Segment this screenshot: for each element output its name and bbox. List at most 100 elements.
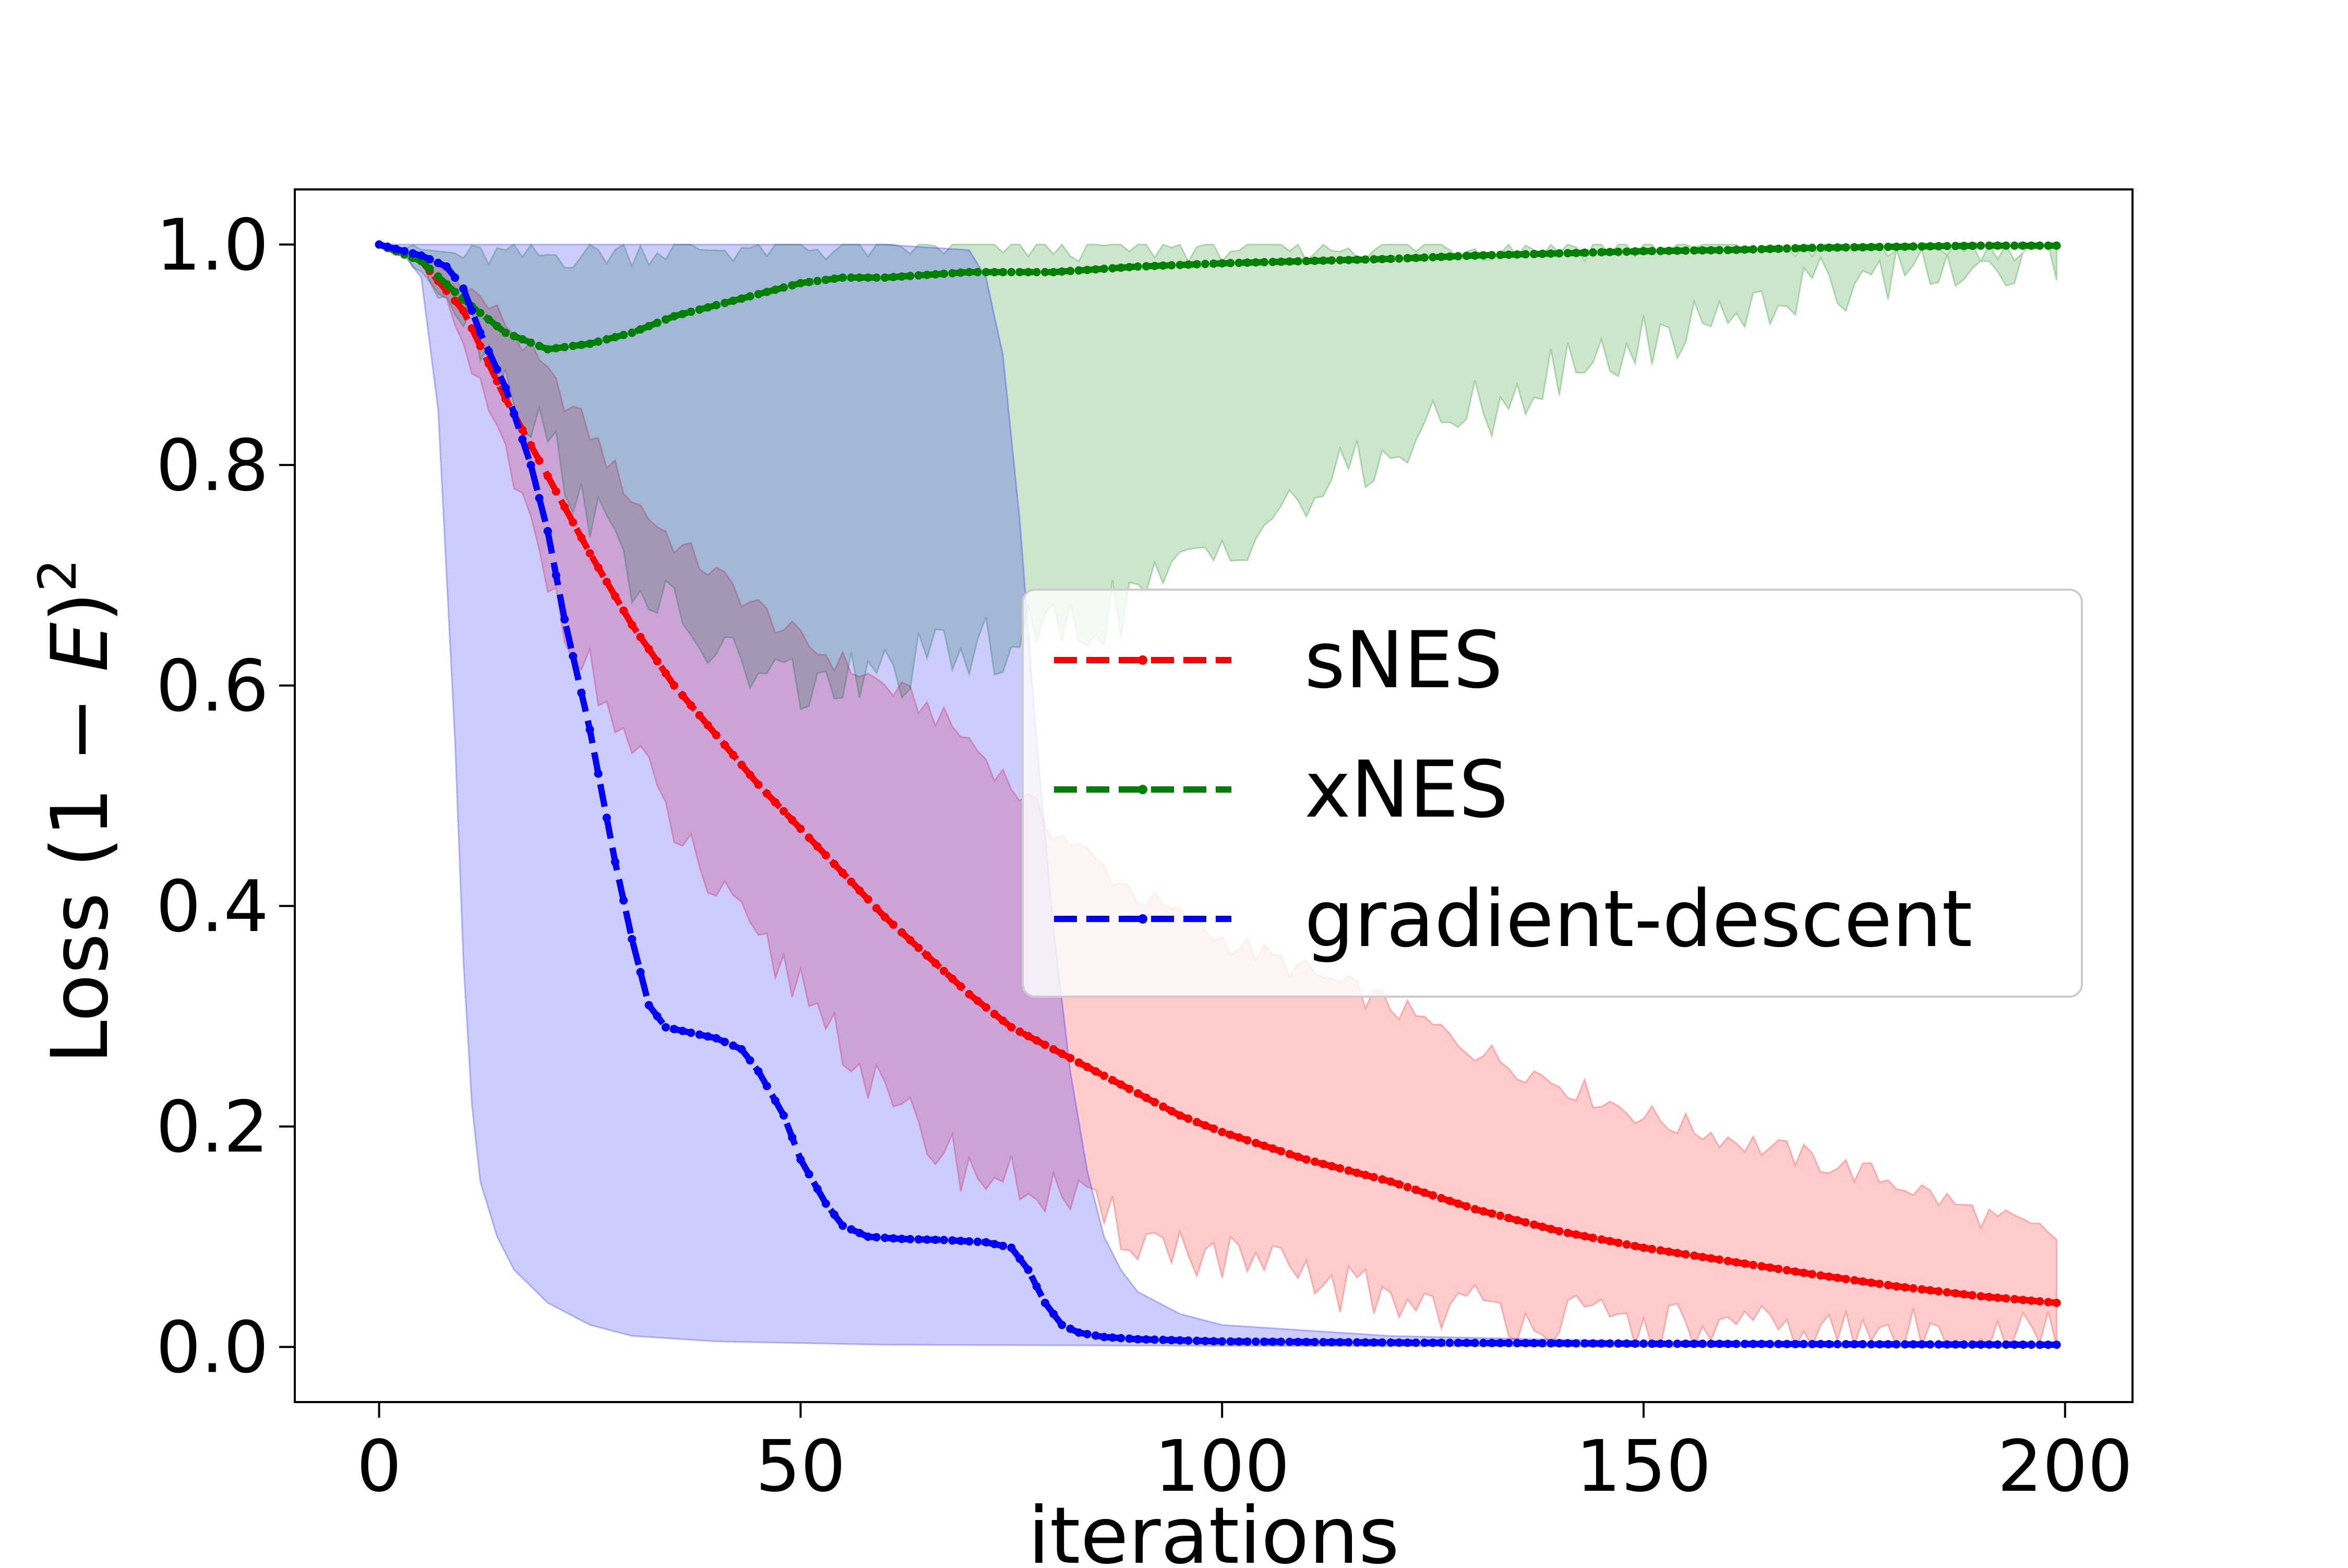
point-xnes	[788, 281, 797, 290]
point-gradient-descent	[644, 1001, 653, 1010]
point-snes	[1841, 1275, 1850, 1284]
point-snes	[1867, 1278, 1876, 1287]
point-xnes	[889, 273, 898, 281]
point-snes	[1049, 1045, 1058, 1054]
point-gradient-descent	[1260, 1337, 1268, 1346]
point-xnes	[1841, 243, 1850, 252]
point-xnes	[1563, 249, 1572, 258]
point-gradient-descent	[712, 1034, 721, 1043]
point-snes	[1083, 1062, 1092, 1071]
point-snes	[1201, 1121, 1209, 1130]
point-xnes	[653, 318, 662, 327]
point-snes	[880, 913, 889, 921]
point-xnes	[805, 278, 813, 286]
point-gradient-descent	[1774, 1339, 1783, 1348]
point-gradient-descent	[1715, 1339, 1724, 1348]
point-gradient-descent	[923, 1235, 931, 1244]
point-xnes	[535, 342, 544, 350]
point-gradient-descent	[434, 258, 442, 267]
point-gradient-descent	[1454, 1338, 1463, 1347]
point-snes	[1529, 1220, 1538, 1229]
point-gradient-descent	[1993, 1340, 2002, 1349]
point-snes	[746, 770, 754, 779]
point-snes	[1766, 1263, 1775, 1272]
point-snes	[1395, 1180, 1404, 1189]
band-snes	[378, 244, 2058, 1349]
point-snes	[940, 966, 948, 975]
point-snes	[476, 342, 485, 350]
point-gradient-descent	[1664, 1339, 1673, 1348]
point-snes	[1032, 1036, 1041, 1045]
point-xnes	[1049, 268, 1058, 277]
point-gradient-descent	[400, 247, 409, 256]
point-snes	[2002, 1294, 2010, 1303]
point-xnes	[1201, 259, 1209, 268]
point-gradient-descent	[383, 242, 392, 251]
point-snes	[2052, 1298, 2061, 1307]
point-xnes	[940, 269, 948, 278]
point-xnes	[1336, 256, 1345, 265]
y-axis: 0.0 0.2 0.4 0.6 0.8 1.0	[156, 205, 295, 1389]
point-snes	[1606, 1237, 1614, 1246]
point-gradient-descent	[703, 1032, 712, 1041]
point-gradient-descent	[1808, 1339, 1817, 1348]
point-gradient-descent	[628, 935, 637, 943]
point-snes	[999, 1016, 1008, 1025]
point-xnes	[2027, 241, 2036, 250]
point-gradient-descent	[510, 409, 519, 418]
point-snes	[1386, 1177, 1395, 1186]
point-xnes	[754, 290, 763, 298]
point-gradient-descent	[1622, 1339, 1631, 1348]
point-xnes	[956, 268, 965, 277]
point-xnes	[1529, 249, 1538, 258]
point-gradient-descent	[830, 1210, 838, 1219]
point-snes	[1749, 1261, 1757, 1270]
point-gradient-descent	[729, 1041, 738, 1050]
point-snes	[1074, 1058, 1083, 1067]
point-xnes	[1867, 243, 1876, 252]
point-xnes	[1732, 245, 1741, 254]
point-snes	[1058, 1049, 1067, 1058]
point-gradient-descent	[1707, 1339, 1716, 1348]
point-snes	[821, 851, 830, 860]
point-gradient-descent	[678, 1026, 687, 1035]
point-gradient-descent	[552, 571, 560, 580]
point-snes	[981, 1003, 990, 1012]
point-gradient-descent	[1091, 1331, 1100, 1340]
point-gradient-descent	[1656, 1339, 1665, 1348]
point-xnes	[780, 283, 788, 292]
point-xnes	[1555, 249, 1564, 258]
point-xnes	[973, 268, 982, 277]
point-gradient-descent	[1142, 1335, 1151, 1344]
point-xnes	[1032, 268, 1041, 277]
point-snes	[1327, 1162, 1336, 1170]
point-xnes	[1875, 243, 1884, 252]
point-xnes	[1707, 246, 1716, 255]
point-gradient-descent	[1074, 1328, 1083, 1337]
point-gradient-descent	[906, 1235, 915, 1243]
point-snes	[721, 740, 729, 749]
point-gradient-descent	[1909, 1340, 1918, 1349]
point-xnes	[569, 342, 578, 350]
point-snes	[1859, 1277, 1867, 1286]
point-snes	[459, 306, 468, 315]
point-gradient-descent	[1698, 1339, 1707, 1348]
point-xnes	[1664, 246, 1673, 255]
point-gradient-descent	[931, 1236, 940, 1244]
point-snes	[965, 990, 974, 999]
point-gradient-descent	[476, 328, 485, 337]
point-xnes	[1656, 246, 1665, 255]
y-tick-label: 0.8	[156, 425, 269, 507]
point-snes	[1496, 1211, 1505, 1220]
point-xnes	[1100, 265, 1108, 273]
point-gradient-descent	[619, 896, 628, 905]
point-gradient-descent	[721, 1037, 729, 1046]
point-xnes	[1142, 262, 1151, 271]
point-snes	[712, 731, 721, 739]
point-gradient-descent	[1285, 1337, 1294, 1346]
x-tick-label: 0	[356, 1426, 402, 1508]
point-xnes	[442, 280, 451, 289]
point-xnes	[864, 273, 872, 282]
point-snes	[864, 895, 872, 904]
